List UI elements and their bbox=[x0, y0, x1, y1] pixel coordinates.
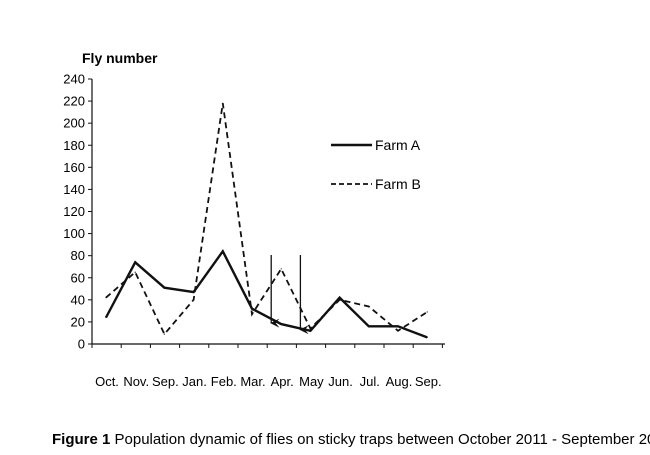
data-point bbox=[339, 299, 341, 301]
data-point bbox=[134, 261, 136, 263]
chart-legend: Farm A Farm B bbox=[331, 137, 421, 192]
data-point bbox=[280, 323, 282, 325]
data-point bbox=[309, 327, 311, 330]
x-tick-label: Oct. bbox=[95, 374, 119, 389]
y-tick-label: 60 bbox=[71, 270, 85, 285]
y-tick-label: 240 bbox=[63, 72, 85, 87]
x-tick-label: Feb. bbox=[211, 374, 237, 389]
x-tick-label: Sep. bbox=[152, 374, 179, 389]
y-tick-label: 200 bbox=[63, 116, 85, 131]
x-tick-label: May bbox=[299, 374, 324, 389]
figure-caption-text: Population dynamic of flies on sticky tr… bbox=[110, 431, 650, 448]
data-point bbox=[251, 313, 253, 315]
series-line-farm-b bbox=[105, 103, 428, 336]
y-axis-ticks: 0 20 40 60 80 100 120 140 160 180 200 220 240 bbox=[63, 72, 92, 352]
data-point bbox=[251, 308, 253, 310]
y-tick-label: 120 bbox=[63, 204, 85, 219]
data-point bbox=[163, 333, 165, 335]
y-tick-label: 220 bbox=[63, 94, 85, 109]
x-tick-label: Nov. bbox=[123, 374, 149, 389]
chart-axes bbox=[91, 79, 445, 345]
data-point bbox=[397, 330, 399, 332]
data-point bbox=[426, 311, 428, 313]
x-tick-label: Aug. bbox=[386, 374, 413, 389]
y-tick-label: 80 bbox=[71, 248, 85, 263]
x-tick-label: Sep. bbox=[415, 374, 442, 389]
data-point bbox=[134, 271, 136, 273]
data-point bbox=[339, 297, 341, 299]
legend-label-farm-b: Farm B bbox=[375, 176, 421, 192]
data-point bbox=[368, 325, 370, 327]
data-point bbox=[105, 316, 107, 319]
y-tick-label: 140 bbox=[63, 182, 85, 197]
y-tick-label: 160 bbox=[63, 160, 85, 175]
y-axis-label: Fly number bbox=[82, 50, 158, 66]
chart-annotations bbox=[270, 255, 309, 335]
x-tick-label: Jun. bbox=[328, 374, 353, 389]
data-point bbox=[193, 299, 195, 301]
data-point bbox=[368, 305, 370, 308]
x-axis-ticks: Oct. Nov. Sep. Jan. Feb. Mar. Apr. May Jun. Jul. A… bbox=[91, 344, 443, 389]
x-tick-label: Mar. bbox=[240, 374, 265, 389]
y-tick-label: 20 bbox=[71, 314, 85, 329]
y-tick-label: 0 bbox=[78, 337, 85, 352]
data-point bbox=[222, 102, 224, 104]
figure-caption-label: Figure 1 bbox=[52, 431, 110, 448]
figure-caption: Figure 1 Population dynamic of flies on … bbox=[52, 431, 650, 448]
data-point bbox=[280, 268, 282, 270]
series-line-farm-a bbox=[104, 248, 428, 339]
data-point bbox=[163, 287, 165, 289]
data-point bbox=[309, 330, 311, 332]
y-tick-label: 180 bbox=[63, 138, 85, 153]
y-tick-label: 100 bbox=[63, 226, 85, 241]
data-point bbox=[397, 325, 399, 327]
x-tick-label: Jan. bbox=[182, 374, 207, 389]
x-tick-label: Apr. bbox=[271, 374, 294, 389]
y-tick-label: 40 bbox=[71, 292, 85, 307]
x-tick-label: Jul. bbox=[360, 374, 380, 389]
chart-series bbox=[104, 102, 428, 339]
data-point bbox=[222, 250, 224, 252]
data-point bbox=[426, 336, 428, 338]
data-point bbox=[105, 297, 107, 299]
legend-label-farm-a: Farm A bbox=[375, 137, 421, 153]
